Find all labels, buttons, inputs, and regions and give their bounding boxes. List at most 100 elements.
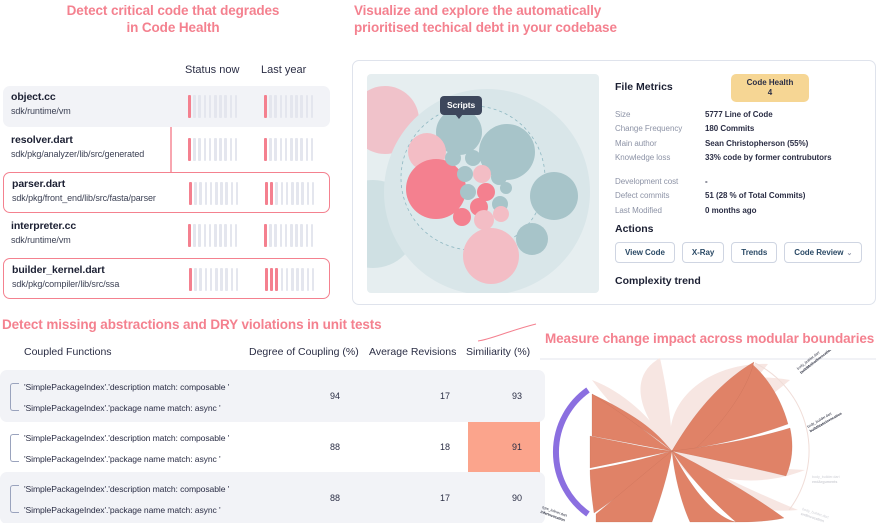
health-bar <box>289 138 293 161</box>
health-bar <box>275 182 278 205</box>
health-bar <box>198 95 201 118</box>
health-bars-last <box>264 224 314 247</box>
file-row[interactable]: resolver.dart sdk/pkg/analyzer/lib/src/ge… <box>3 129 330 170</box>
action-button-label: X-Ray <box>691 247 715 257</box>
table-header-similarity: Similiarity (%) <box>466 346 531 358</box>
file-path: sdk/pkg/analyzer/lib/src/generated <box>11 149 145 159</box>
metric-row: Main author Sean Christopherson (55%) <box>615 139 865 148</box>
bubble-tooltip: Scripts <box>440 96 483 119</box>
health-bar <box>300 138 303 161</box>
health-bar <box>220 268 223 291</box>
metric-key: Development cost <box>615 176 679 186</box>
health-bars-now <box>189 268 239 291</box>
health-bar <box>219 138 222 161</box>
similarity-value: 93 <box>511 391 522 401</box>
health-bar <box>213 224 217 247</box>
action-button-trends[interactable]: Trends <box>731 241 778 263</box>
health-bar <box>285 268 289 291</box>
file-row[interactable]: parser.dart sdk/pkg/front_end/lib/src/fas… <box>3 172 330 213</box>
health-bar <box>208 224 212 247</box>
health-bar <box>234 138 238 161</box>
health-bar <box>300 224 303 247</box>
file-path: sdk/pkg/compiler/lib/src/ssa <box>12 279 120 289</box>
file-name: resolver.dart <box>11 134 73 146</box>
health-bar <box>296 268 299 291</box>
file-row[interactable]: interpreter.cc sdk/runtime/vm <box>3 215 330 256</box>
health-bar <box>209 268 213 291</box>
health-bar <box>306 182 310 205</box>
health-bar <box>230 268 234 291</box>
pair-bracket-icon <box>10 485 19 513</box>
metric-key: Size <box>615 109 631 119</box>
file-row[interactable]: object.cc sdk/runtime/vm <box>3 86 330 127</box>
health-bars-now <box>188 224 238 247</box>
promo-health-line1: Detect critical code that degrades <box>66 3 280 18</box>
metric-key: Defect commits <box>615 191 670 200</box>
metric-key: Knowledge loss <box>615 153 671 162</box>
health-bar <box>310 224 314 247</box>
file-name: interpreter.cc <box>11 220 77 232</box>
file-name: builder_kernel.dart <box>12 264 105 276</box>
health-bars-last <box>265 268 315 291</box>
action-button-view-code[interactable]: View Code <box>615 241 675 263</box>
health-bar <box>311 182 315 205</box>
table-row[interactable]: 'SimplePackageIndex'.'description match:… <box>0 472 545 523</box>
health-bar <box>269 95 272 118</box>
column-header-last-year: Last year <box>261 64 307 76</box>
file-meta: parser.dart sdk/pkg/front_end/lib/src/fas… <box>12 178 156 203</box>
health-bar <box>224 138 227 161</box>
metric-row: Last Modified 0 months ago <box>615 206 865 215</box>
degree-of-coupling-value: 88 <box>329 442 340 452</box>
table-row[interactable]: 'SimplePackageIndex'.'description match:… <box>0 421 545 473</box>
health-bar <box>189 182 192 205</box>
file-name: object.cc <box>11 91 56 103</box>
metric-value: Sean Christopherson (55%) <box>705 138 809 148</box>
chevron-down-icon: ⌄ <box>846 249 853 257</box>
action-button-x-ray[interactable]: X-Ray <box>681 241 725 263</box>
health-bar <box>290 182 294 205</box>
health-bar <box>289 95 293 118</box>
metric-value: 5777 Line of Code <box>705 109 773 119</box>
metric-list-primary: Size 5777 Line of Code Change Frequency 180… <box>615 110 865 163</box>
coupled-function-name: 'SimplePackageIndex'.'description match:… <box>24 382 230 392</box>
complexity-trend-sparkline <box>478 323 537 342</box>
promo-health-line2: in Code Health <box>126 20 220 35</box>
degree-of-coupling-value: 94 <box>329 391 340 401</box>
health-bars-now <box>188 95 238 118</box>
health-bar <box>213 138 217 161</box>
health-bar <box>220 182 223 205</box>
pair-bracket-icon <box>10 434 19 462</box>
health-bar <box>265 268 268 291</box>
health-bar <box>279 224 283 247</box>
file-meta: builder_kernel.dart sdk/pkg/compiler/lib/… <box>12 264 119 289</box>
health-bar <box>214 182 218 205</box>
health-bar <box>219 95 222 118</box>
coupled-function-name: 'SimplePackageIndex'.'package name match… <box>24 403 221 413</box>
code-health-badge-label: Code Health <box>746 78 794 87</box>
average-revisions-value: 17 <box>439 493 450 503</box>
file-row[interactable]: builder_kernel.dart sdk/pkg/compiler/lib/… <box>3 258 330 299</box>
chord-diagram[interactable]: body_builder.dart buildMethodInvocation bo… <box>540 350 876 523</box>
health-bar <box>208 95 212 118</box>
metric-row: Change Frequency 180 Commits <box>615 124 865 133</box>
health-bar <box>213 95 217 118</box>
health-bar <box>219 224 222 247</box>
pair-bracket-icon <box>10 383 19 411</box>
circle-packing-chart[interactable]: Scripts <box>367 74 599 293</box>
actions-title: Actions <box>615 222 654 235</box>
health-bar <box>229 138 233 161</box>
metric-row: Knowledge loss 33% code by former contrub… <box>615 153 865 162</box>
health-bar <box>280 182 284 205</box>
file-meta: interpreter.cc sdk/runtime/vm <box>11 220 76 245</box>
table-row[interactable]: 'SimplePackageIndex'.'description match:… <box>0 370 545 422</box>
health-bar <box>295 224 298 247</box>
health-bars-last <box>264 138 314 161</box>
health-bar <box>234 95 238 118</box>
health-bar <box>204 268 208 291</box>
action-button-code-review[interactable]: Code Review ⌄ <box>784 241 863 263</box>
health-bar <box>301 268 304 291</box>
health-bars-last <box>265 182 315 205</box>
metric-value: 180 Commits <box>705 124 755 133</box>
